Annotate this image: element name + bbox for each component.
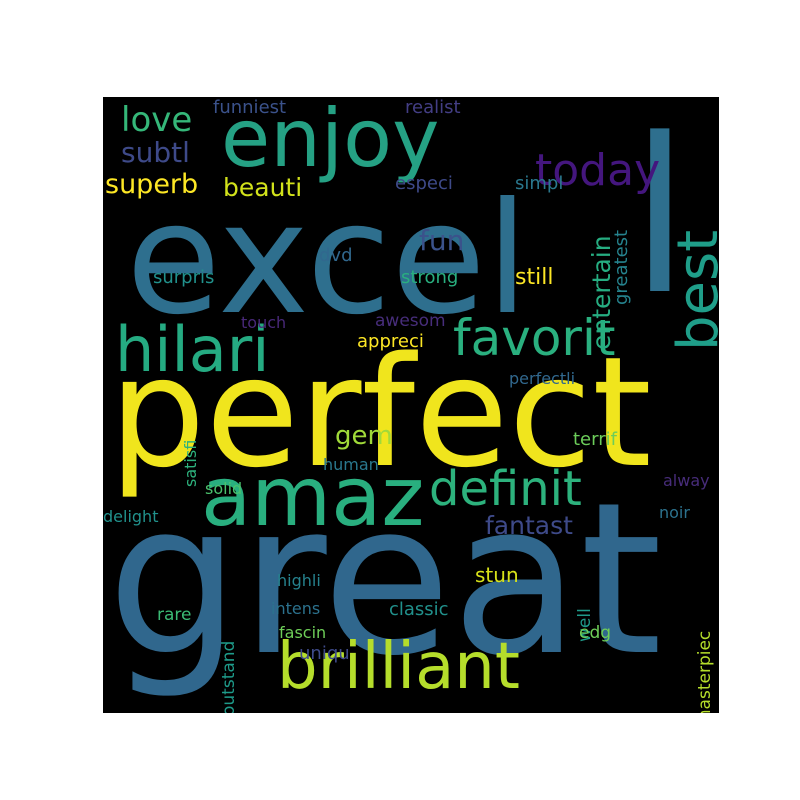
word-masterpiec: masterpiec [695,630,715,713]
word-realist: realist [405,97,461,118]
word-noir: noir [659,503,690,522]
word-rare: rare [157,605,192,625]
word-fun: fun [419,224,465,257]
word-best: best [666,229,719,351]
word-favorit: favorit [453,309,616,367]
word-stun: stun [475,563,519,587]
word-fascin: fascin [279,623,327,642]
word-hilari: hilari [115,313,270,386]
word-simpl: simpl [515,173,564,194]
word-excel: excel [126,170,529,349]
word-satisfi: satisfi [181,439,200,487]
word-funniest: funniest [213,97,287,118]
word-highli: highli [277,571,321,590]
word-beauti: beauti [223,173,303,202]
word-uniqu: uniqu [299,643,350,664]
word-today: today [535,145,661,196]
word-greatest: greatest [611,229,632,305]
word-fantast: fantast [485,511,573,540]
word-alway: alway [663,471,710,490]
word-enjoy: enjoy [221,97,440,185]
word-love: love [121,100,193,140]
word-dvd: dvd [319,245,353,266]
word-definit: definit [429,461,582,517]
word-perfectli: perfectli [509,369,576,388]
word-outstand: outstand [219,640,239,713]
word-gem: gem [335,421,393,451]
word-delight: delight [103,507,159,526]
word-perfect: perfect [109,324,652,501]
word-intens: intens [271,599,321,618]
word-cloud: excel l perfect great enjoy amaz hilari … [103,97,719,713]
word-solid: solid [205,479,243,498]
word-touch: touch [241,313,287,332]
word-classic: classic [389,599,449,620]
word-terrif: terrif [573,429,617,450]
word-superb: superb [105,169,199,200]
word-still: still [515,265,554,290]
word-especi: especi [395,173,453,194]
word-awesom: awesom [375,311,446,331]
word-human: human [323,455,379,474]
word-great: great [107,457,663,702]
word-surpris: surpris [153,267,215,288]
word-amaz: amaz [201,450,425,545]
word-edg: edg [579,623,612,643]
word-l: l [630,97,690,342]
word-strong: strong [401,267,459,288]
word-brilliant: brilliant [277,630,520,704]
word-subtl: subtl [121,136,190,169]
word-appreci: appreci [357,331,424,352]
